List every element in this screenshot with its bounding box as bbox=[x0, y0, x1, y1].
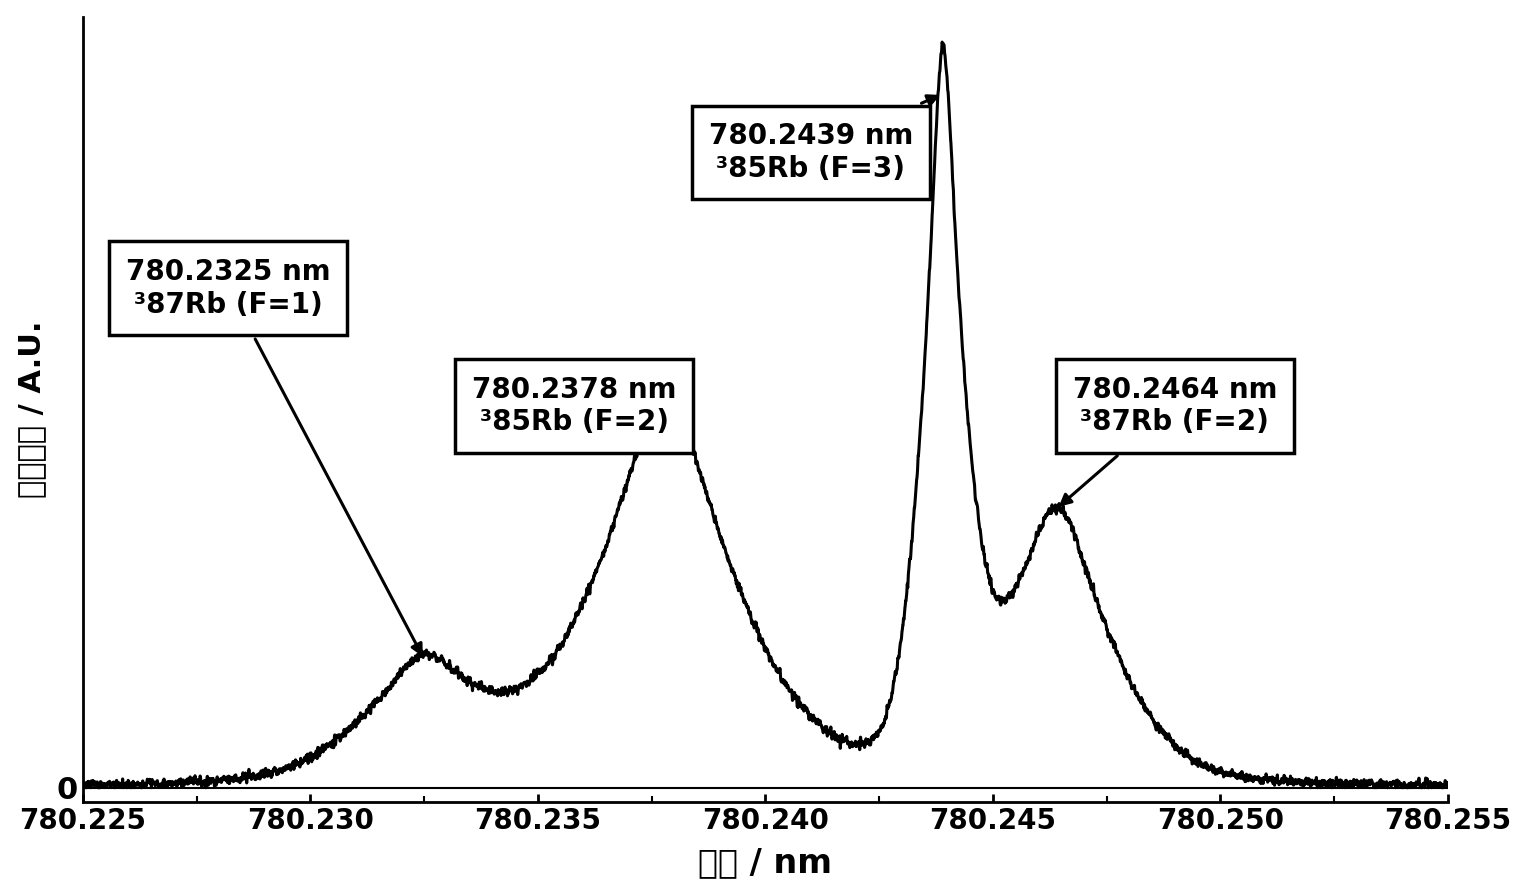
Text: 780.2439 nm
³85Rb (F=3): 780.2439 nm ³85Rb (F=3) bbox=[709, 96, 937, 183]
Text: 780.2378 nm
³85Rb (F=2): 780.2378 nm ³85Rb (F=2) bbox=[472, 375, 677, 436]
Text: 780.2325 nm
³87Rb (F=1): 780.2325 nm ³87Rb (F=1) bbox=[127, 258, 422, 654]
X-axis label: 波长 / nm: 波长 / nm bbox=[698, 847, 833, 879]
Y-axis label: 荧光强度 / A.U.: 荧光强度 / A.U. bbox=[17, 321, 46, 498]
Text: 780.2464 nm
³87Rb (F=2): 780.2464 nm ³87Rb (F=2) bbox=[1060, 375, 1277, 504]
